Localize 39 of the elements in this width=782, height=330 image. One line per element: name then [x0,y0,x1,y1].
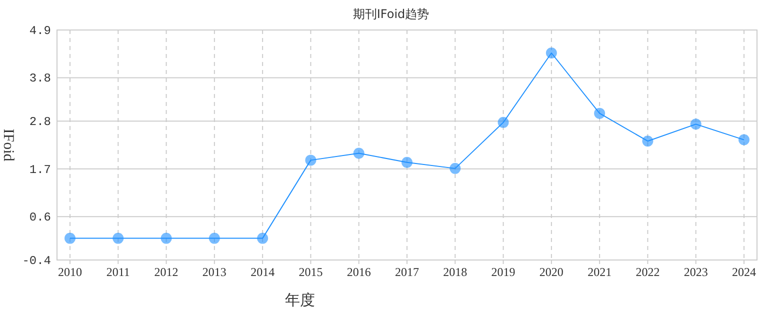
point [112,232,124,244]
x-axis-title: 年度 [285,292,315,309]
point [305,154,316,166]
y-tick-label: 0.6 [29,210,51,225]
x-tick-label: 2024 [732,265,756,279]
x-tick-label: 2017 [395,265,419,279]
point [738,134,750,146]
x-tick-label: 2016 [346,265,371,279]
y-axis-title: IFoid [0,128,16,162]
x-tick-label: 2019 [491,265,516,279]
x-tick-label: 2013 [202,265,226,279]
x-tick-label: 2014 [250,265,275,279]
x-tick-label: 2018 [443,265,468,279]
point [257,232,268,244]
x-tick-label: 2021 [588,265,612,279]
point [546,48,557,58]
y-tick-label: 4.9 [29,24,51,38]
point [160,232,172,244]
point [402,156,412,168]
x-tick-label: 2010 [58,265,82,279]
x-tick-label: 2015 [298,265,323,279]
point [690,118,702,130]
point [208,232,220,244]
x-tick-label: 2012 [154,265,178,279]
y-tick-label: -0.4 [22,254,51,268]
x-tick-label: 2023 [684,265,708,279]
point [594,108,606,119]
x-tick-label: 2011 [106,265,130,279]
point [450,162,461,174]
x-tick-label: 2020 [539,265,564,279]
x-tick-label: 2022 [636,265,660,279]
point [353,148,364,159]
y-tick-label: 2.8 [29,115,51,130]
point [642,136,654,147]
point [64,232,76,244]
chart-title: 期刊IFoid趋势 [352,7,430,21]
y-tick-label: 3.8 [29,72,51,86]
point [498,116,509,128]
y-tick-label: 1.7 [29,162,51,177]
